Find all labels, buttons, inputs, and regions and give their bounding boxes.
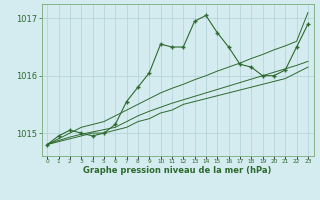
X-axis label: Graphe pression niveau de la mer (hPa): Graphe pression niveau de la mer (hPa) xyxy=(84,166,272,175)
